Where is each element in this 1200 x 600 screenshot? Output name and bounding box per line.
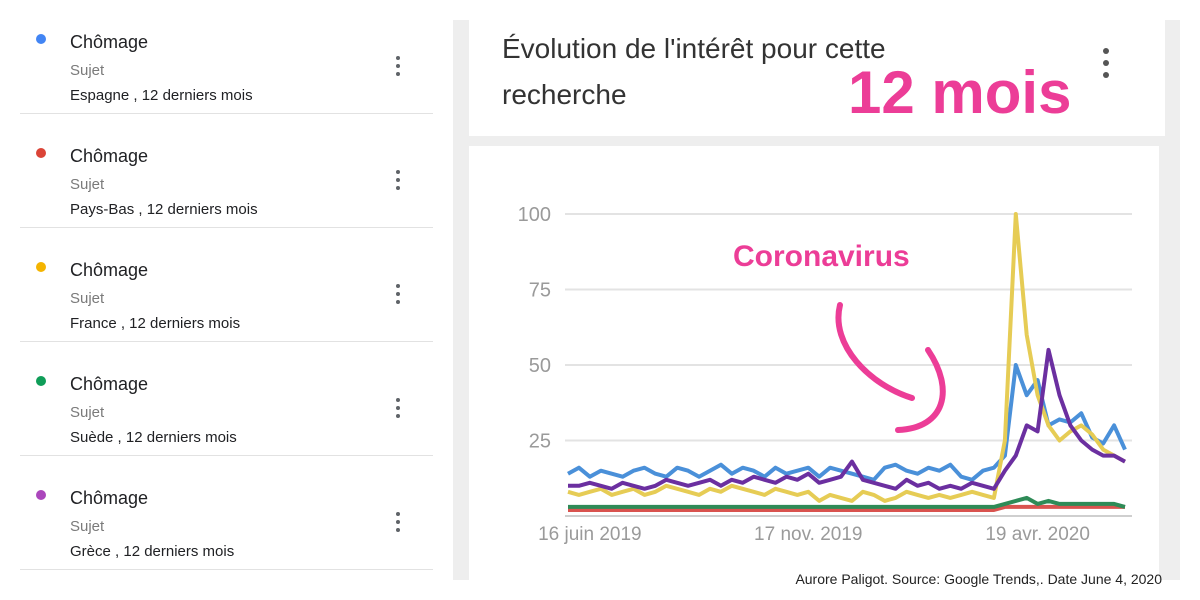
series-line-0	[567, 363, 1127, 482]
series-line-3	[568, 495, 1126, 509]
more-vert-icon[interactable]	[388, 396, 408, 420]
series-line-4	[568, 347, 1126, 491]
region-label: Suède , 12 derniers mois	[70, 429, 237, 446]
region-label: Pays-Bas , 12 derniers mois	[70, 201, 258, 218]
term-label: Chômage	[70, 146, 149, 166]
y-tick-label: 50	[529, 355, 551, 377]
series-color-dot	[36, 148, 46, 158]
type-label: Sujet	[70, 176, 105, 193]
list-item[interactable]: Chômage Sujet Espagne , 12 derniers mois	[20, 0, 433, 114]
series-color-dot	[36, 490, 46, 500]
y-tick-label: 75	[529, 280, 551, 302]
more-vert-icon[interactable]	[388, 282, 408, 306]
list-item[interactable]: Chômage Sujet Grèce , 12 derniers mois	[20, 456, 433, 570]
x-tick-label: 19 avr. 2020	[985, 524, 1090, 545]
x-tick-label: 16 juin 2019	[538, 524, 642, 545]
region-label: France , 12 derniers mois	[70, 315, 241, 332]
series-color-dot	[36, 34, 46, 44]
annotation-arrow	[835, 302, 915, 401]
x-tick-label: 17 nov. 2019	[754, 524, 862, 545]
list-item[interactable]: Chômage Sujet Pays-Bas , 12 derniers moi…	[20, 114, 433, 228]
period-annotation: 12 mois	[848, 59, 1072, 126]
term-label: Chômage	[70, 260, 149, 280]
term-label: Chômage	[70, 488, 149, 508]
y-tick-label: 100	[518, 204, 551, 226]
sidebar: Chômage Sujet Espagne , 12 derniers mois…	[20, 0, 433, 570]
list-item[interactable]: Chômage Sujet Suède , 12 derniers mois	[20, 342, 433, 456]
type-label: Sujet	[70, 518, 105, 535]
series-line-1	[568, 504, 1125, 512]
series-color-dot	[36, 262, 46, 272]
chart-header-card	[469, 20, 1165, 136]
chart-title: Évolution de l'intérêt pour cette recher…	[502, 33, 886, 110]
region-label: Grèce , 12 derniers mois	[70, 543, 235, 560]
region-label: Espagne , 12 derniers mois	[70, 87, 253, 104]
type-label: Sujet	[70, 290, 105, 307]
more-vert-icon[interactable]	[1096, 48, 1116, 84]
series-line-2	[567, 212, 1126, 503]
type-label: Sujet	[70, 404, 105, 421]
event-annotation: Coronavirus	[733, 240, 910, 273]
type-label: Sujet	[70, 62, 105, 79]
term-label: Chômage	[70, 32, 149, 52]
more-vert-icon[interactable]	[388, 54, 408, 78]
source-credit: Aurore Paligot. Source: Google Trends,. …	[795, 571, 1162, 587]
list-item[interactable]: Chômage Sujet France , 12 derniers mois	[20, 228, 433, 342]
y-tick-label: 25	[529, 431, 551, 453]
term-label: Chômage	[70, 374, 149, 394]
more-vert-icon[interactable]	[388, 510, 408, 534]
series-color-dot	[36, 376, 46, 386]
more-vert-icon[interactable]	[388, 168, 408, 192]
annotation-arrow-head	[895, 347, 946, 433]
